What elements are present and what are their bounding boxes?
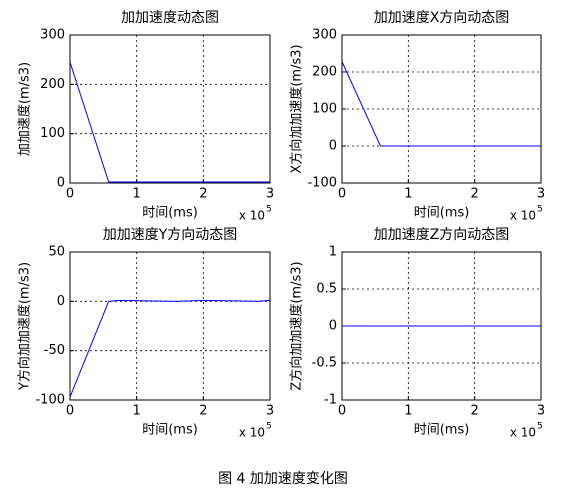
caption: 图 4 加加速度变化图 [218,471,348,487]
chart-title: 加加速度动态图 [121,10,219,26]
chart-title: 加加速度Y方向动态图 [103,227,238,243]
y-tick-label: 50 [48,245,65,260]
x-axis-label: 时间(ms) [414,423,470,438]
x-tick-label: 2 [199,187,207,202]
data-line [341,61,541,147]
x-tick-label: 3 [537,404,545,419]
y-axis-label: 加加速度(m/s3) [17,62,33,156]
y-tick-label: -50 [44,343,65,358]
x-tick-label: 3 [266,404,274,419]
x-tick-label: 1 [133,187,141,202]
y-tick-label: 0 [57,176,65,191]
x-tick-label: 0 [338,187,346,202]
x-tick-label: 3 [266,187,274,202]
y-tick-label: -100 [35,393,65,408]
chart-title: 加加速度X方向动态图 [374,10,510,26]
y-tick-label: 200 [312,65,337,80]
x-tick-label: 0 [66,404,74,419]
x-tick-label: 0 [66,187,74,202]
x-multiplier-exp: 5 [537,422,543,432]
y-tick-label: 1 [329,245,337,260]
x-multiplier: x 10 [239,426,265,440]
y-tick-label: 300 [312,28,337,43]
y-tick-label: -1 [324,393,337,408]
axes-frame [69,251,271,401]
y-tick-label: 200 [40,77,65,92]
x-tick-label: 2 [471,187,479,202]
x-tick-label: 2 [199,404,207,419]
x-axis-label: 时间(ms) [142,206,198,221]
axes-frame [341,34,542,184]
y-tick-label: 100 [40,126,65,141]
y-tick-label: 0.5 [316,282,337,297]
x-multiplier: x 10 [510,209,536,223]
y-tick-label: 0 [329,139,337,154]
x-multiplier-exp: 5 [537,205,543,215]
x-multiplier: x 10 [510,426,536,440]
plot-area [342,35,541,183]
plot-area [70,252,270,400]
x-tick-label: 1 [404,404,412,419]
y-axis-label: Y方向加加速度(m/s3) [17,262,33,391]
y-tick-label: 0 [57,294,65,309]
x-axis-label: 时间(ms) [142,423,198,438]
data-line [69,299,271,398]
y-tick-label: 0 [329,319,337,334]
x-tick-label: 1 [404,187,412,202]
x-axis-label: 时间(ms) [414,206,470,221]
y-tick-label: -100 [307,176,337,191]
y-axis-label: X方向加加速度(m/s3) [289,44,305,173]
x-multiplier-exp: 5 [266,205,272,215]
plot-area [70,35,270,183]
chart-title: 加加速度Z方向动态图 [374,227,510,243]
x-tick-label: 2 [471,404,479,419]
x-tick-label: 0 [338,404,346,419]
axes-frame [341,251,542,401]
data-line [69,61,270,183]
x-tick-label: 3 [537,187,545,202]
x-tick-label: 1 [133,404,141,419]
y-tick-label: 100 [312,102,337,117]
y-tick-label: 300 [40,28,65,43]
axes-frame [69,34,271,184]
x-multiplier-exp: 5 [266,422,272,432]
y-tick-label: -0.5 [312,356,337,371]
y-axis-label: Z方向加加速度(m/s3) [289,261,305,390]
x-multiplier: x 10 [239,209,265,223]
